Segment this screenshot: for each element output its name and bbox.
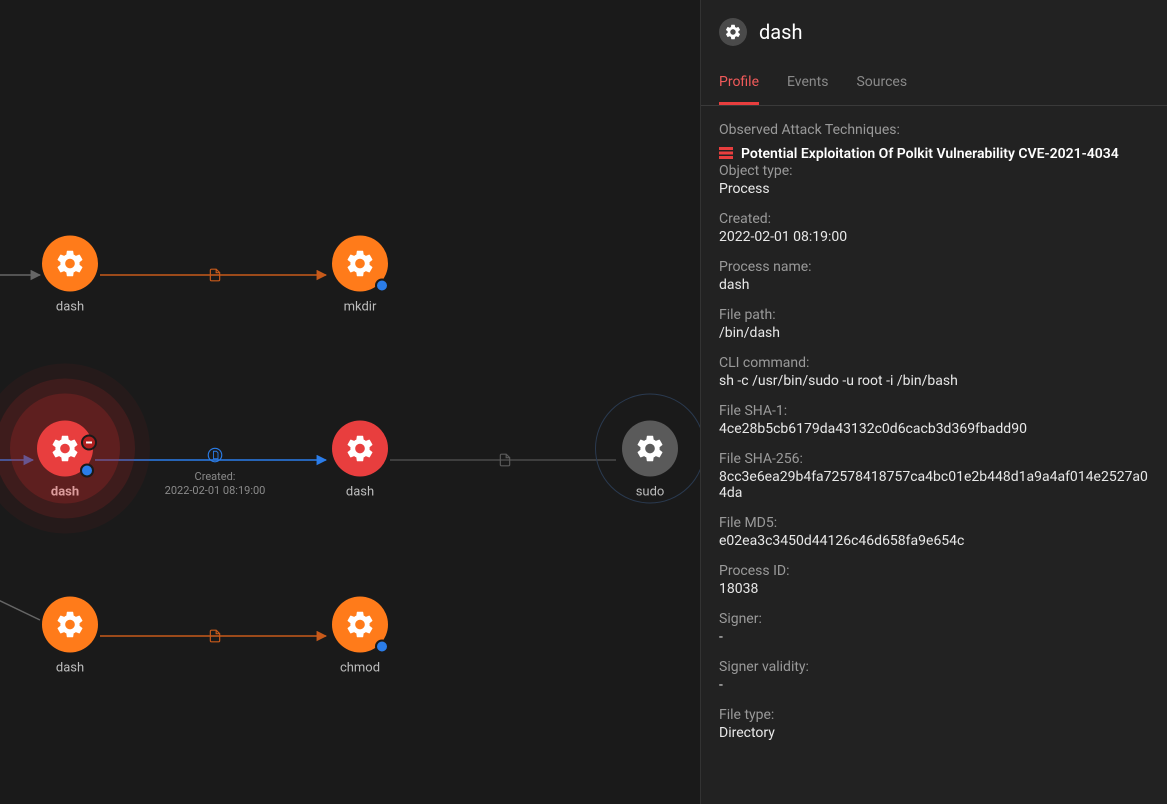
- field-label: File SHA-1:: [719, 403, 1149, 419]
- field-label: File MD5:: [719, 515, 1149, 531]
- badge-blue-dot-icon: [80, 464, 94, 478]
- field-label: Created:: [719, 211, 1149, 227]
- severity-icon: [719, 144, 733, 163]
- node-label: dash: [56, 661, 84, 676]
- badge-minus-icon: [81, 435, 97, 451]
- node-label: dash: [51, 485, 79, 500]
- tab-profile[interactable]: Profile: [719, 74, 759, 105]
- graph-node-dash2[interactable]: dash: [332, 421, 388, 500]
- field-value: 2022-02-01 08:19:00: [719, 229, 1149, 245]
- tab-sources[interactable]: Sources: [856, 74, 907, 105]
- graph-node-dash_main[interactable]: dash: [37, 421, 93, 500]
- field-value: Directory: [719, 725, 1149, 741]
- field-label: Process ID:: [719, 563, 1149, 579]
- graph-node-chmod[interactable]: chmod: [332, 597, 388, 676]
- field-label: Signer validity:: [719, 659, 1149, 675]
- tab-events[interactable]: Events: [787, 74, 828, 105]
- field-label: Signer:: [719, 611, 1149, 627]
- graph-node-sudo[interactable]: sudo: [622, 421, 678, 500]
- field-value: -: [719, 629, 1149, 645]
- field-label: Process name:: [719, 259, 1149, 275]
- gear-icon: [332, 421, 388, 477]
- field-value: 4ce28b5cb6179da43132c0d6cacb3d369fbadd90: [719, 421, 1149, 437]
- edge-file-icon: [206, 627, 224, 645]
- process-graph-canvas[interactable]: Created:2022-02-01 08:19:00 dash mkdir: [0, 0, 700, 804]
- node-label: dash: [346, 485, 374, 500]
- badge-blue-dot-icon: [375, 640, 389, 654]
- field-label: CLI command:: [719, 355, 1149, 371]
- attack-technique-text: Potential Exploitation Of Polkit Vulnera…: [741, 146, 1119, 162]
- gear-icon: [37, 421, 93, 477]
- graph-node-dash1[interactable]: dash: [42, 236, 98, 315]
- field-value: sh -c /usr/bin/sudo -u root -i /bin/bash: [719, 373, 1149, 389]
- field-value: -: [719, 677, 1149, 693]
- edge-file-icon: [496, 451, 514, 469]
- edge-file-icon: [206, 266, 224, 284]
- graph-node-dash3[interactable]: dash: [42, 597, 98, 676]
- panel-tabs: Profile Events Sources: [701, 56, 1167, 106]
- panel-body: Observed Attack Techniques: Potential Ex…: [701, 106, 1167, 759]
- field-value: 18038: [719, 581, 1149, 597]
- gear-icon: [42, 597, 98, 653]
- attack-technique-row[interactable]: Potential Exploitation Of Polkit Vulnera…: [719, 144, 1149, 163]
- node-label: dash: [56, 300, 84, 315]
- process-gear-icon: [719, 18, 747, 46]
- field-label: File SHA-256:: [719, 451, 1149, 467]
- field-value: dash: [719, 277, 1149, 293]
- field-value: /bin/dash: [719, 325, 1149, 341]
- field-value: Process: [719, 181, 1149, 197]
- field-value: 8cc3e6ea29b4fa72578418757ca4bc01e2b448d1…: [719, 469, 1149, 501]
- field-label: File type:: [719, 707, 1149, 723]
- graph-node-mkdir[interactable]: mkdir: [332, 236, 388, 315]
- gear-icon: [332, 236, 388, 292]
- field-label: Object type:: [719, 163, 1149, 179]
- node-label: mkdir: [344, 300, 377, 315]
- panel-title: dash: [759, 20, 803, 44]
- attack-techniques-label: Observed Attack Techniques:: [719, 122, 1149, 138]
- edge-file-icon: [206, 446, 224, 464]
- panel-header: dash: [701, 0, 1167, 56]
- edge-created-label: Created:2022-02-01 08:19:00: [165, 470, 266, 499]
- badge-blue-dot-icon: [375, 279, 389, 293]
- gear-icon: [622, 421, 678, 477]
- graph-edges-layer: [0, 0, 700, 804]
- field-label: File path:: [719, 307, 1149, 323]
- node-label: chmod: [340, 661, 380, 676]
- field-value: e02ea3c3450d44126c46d658fa9e654c: [719, 533, 1149, 549]
- details-side-panel: dash Profile Events Sources Observed Attac…: [700, 0, 1167, 804]
- gear-icon: [332, 597, 388, 653]
- gear-icon: [42, 236, 98, 292]
